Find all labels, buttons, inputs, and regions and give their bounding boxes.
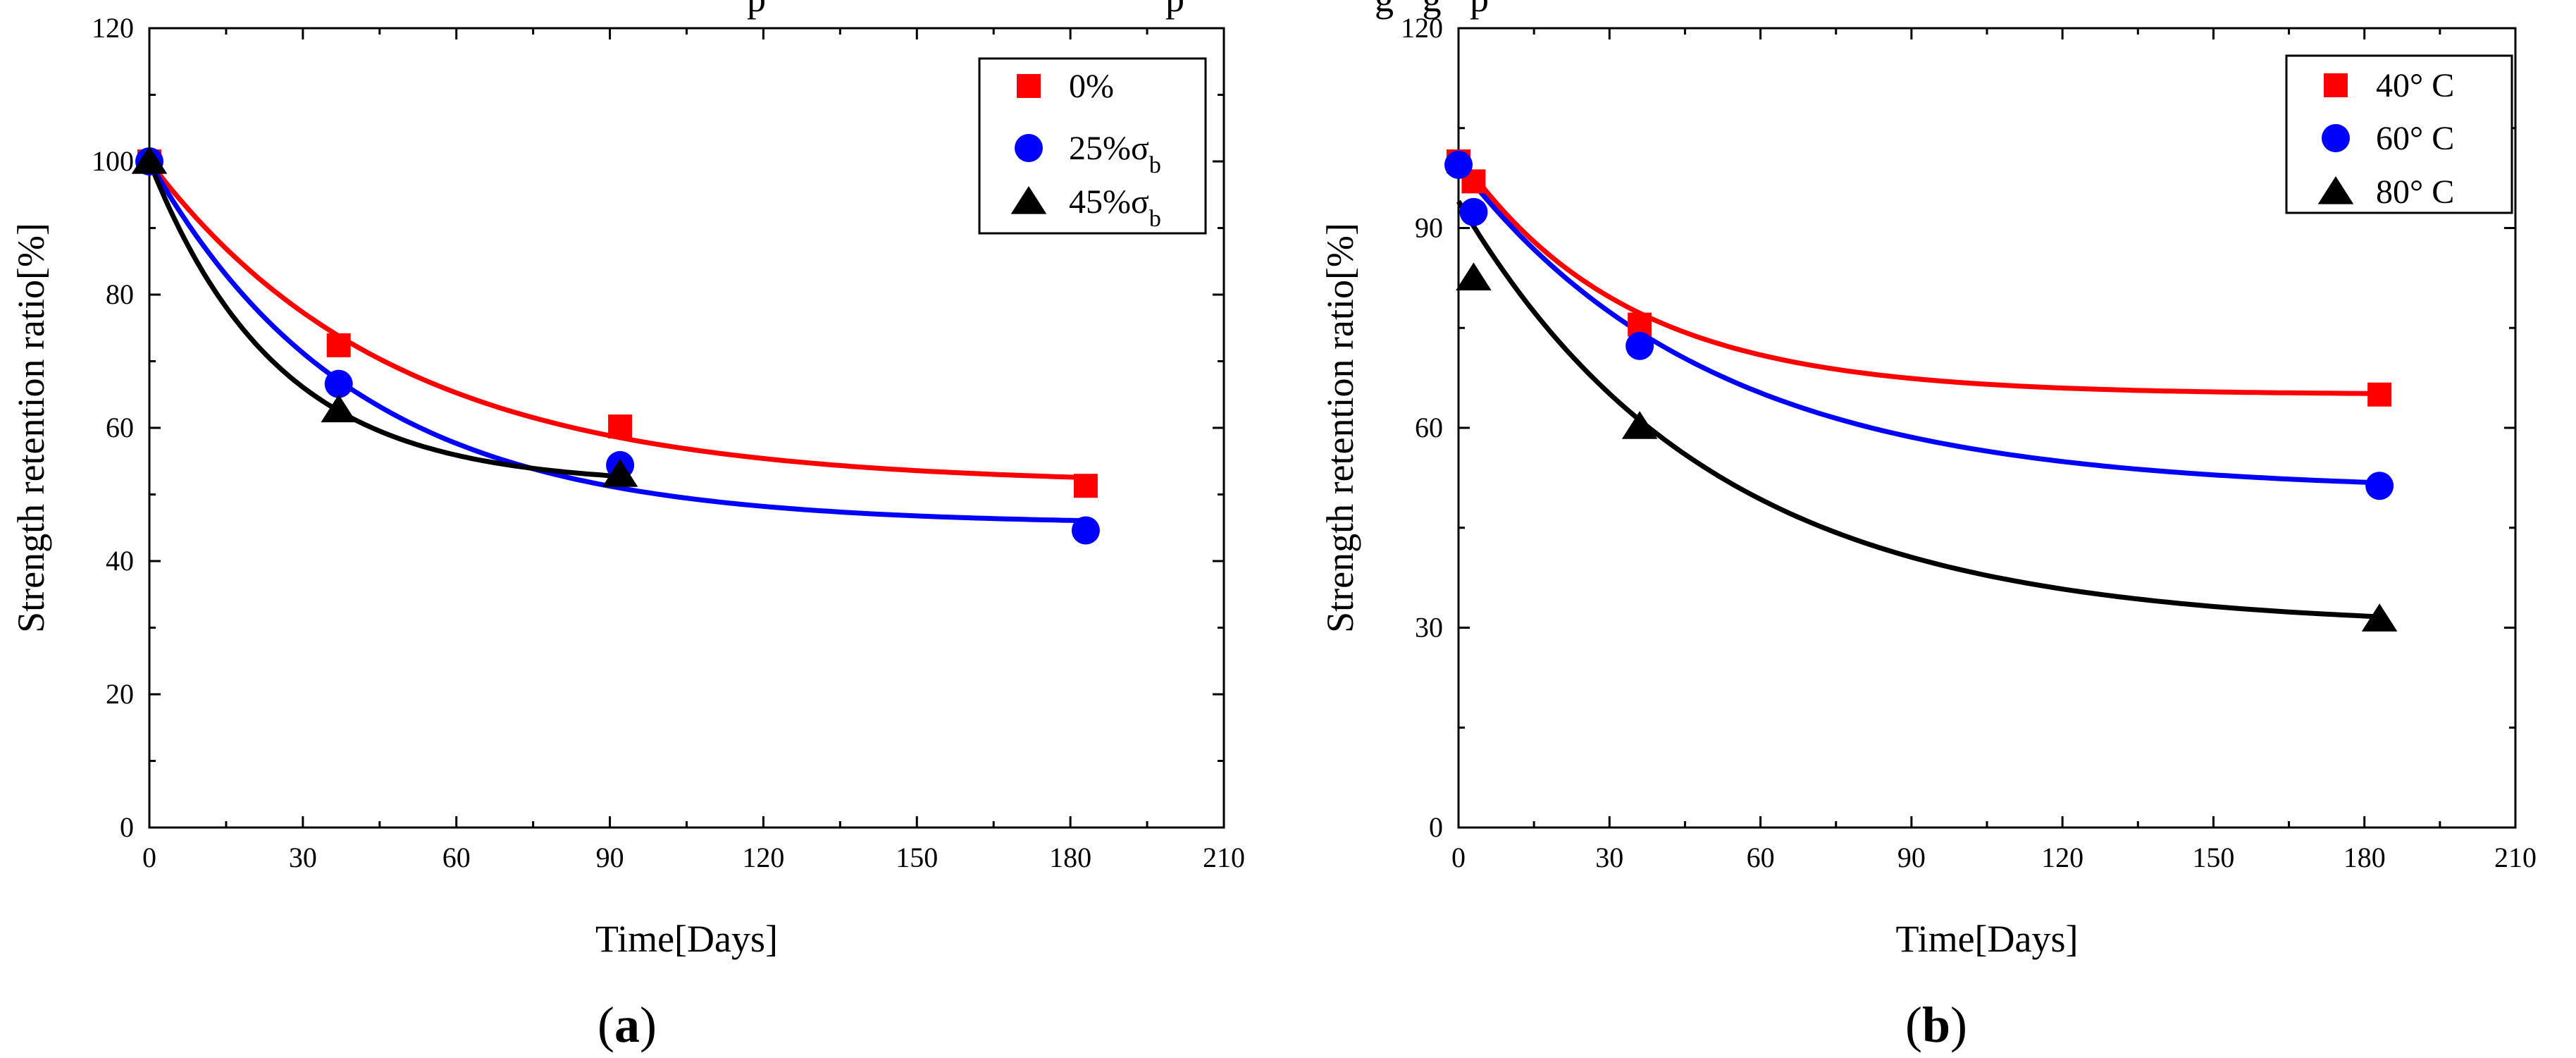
panel-label-b: (b) [1905,997,1967,1053]
x-tick-label: 120 [742,842,784,873]
panel-label-a: (a) [597,997,657,1053]
x-tick-label: 60 [442,842,471,873]
y-axis-title: Strength retention ratio[%] [10,223,52,633]
y-tick-label: 120 [1401,12,1443,44]
data-point-triangle [321,394,357,423]
legend-label: 80° C [2376,173,2454,211]
data-point-triangle [1621,411,1658,439]
chart-a: 0 30 60 90 120 150 180 210 0 20 40 60 80 100 120 Time[D… [10,12,1245,960]
y-tick-label: 40 [106,545,134,577]
data-point-circle [1071,516,1100,545]
x-tick-label: 60 [1747,842,1775,873]
chart-b: 0 30 60 90 120 150 180 210 0 30 60 90 120 Time[Days] S… [1319,12,2537,960]
data-point-square [326,333,351,357]
y-tick-label: 0 [1429,811,1443,843]
fit-curve-square [1456,153,2380,396]
legend-label: 40° C [2376,67,2454,104]
data-point-circle [1444,150,1473,179]
y-tick-label: 120 [92,12,134,44]
legend-label: 60° C [2376,120,2454,157]
data-point-circle [2365,472,2394,500]
x-axis-title: Time[Days] [595,918,778,960]
x-tick-label: 90 [596,842,624,873]
y-tick-label: 60 [106,412,134,443]
x-tick-label: 210 [1203,842,1245,873]
legend-label: 0% [1069,68,1114,105]
x-tick-label: 90 [1897,842,1926,873]
legend-marker [2317,176,2354,204]
cropped-caption-text: p p g g p [747,0,1489,20]
data-point-square [608,414,633,439]
legend-marker [1010,186,1047,214]
x-tick-label: 30 [1595,842,1623,873]
data-point-triangle [131,146,168,174]
x-tick-label: 0 [1451,842,1466,873]
y-tick-label: 80 [106,278,134,310]
data-point-square [1073,474,1098,498]
data-point-circle [1626,331,1654,360]
y-tick-label: 90 [1415,212,1443,244]
data-point-square [2367,382,2392,407]
y-axis-title: Strength retention ratio[%] [1319,223,1361,633]
legend-marker [1017,74,1041,98]
y-tick-label: 30 [1415,612,1443,644]
legend-label: 25%σb [1069,130,1161,178]
y-tick-label: 60 [1415,412,1443,443]
fit-curve-circle [1456,163,2380,486]
fit-curve-triangle [1456,199,2380,620]
x-tick-label: 210 [2494,842,2537,873]
y-tick-label: 0 [120,811,134,843]
legend: 40° C 60° C 80° C [2285,54,2513,214]
fit-curve-triangle [147,160,621,479]
x-tick-label: 180 [1049,842,1091,873]
x-tick-label: 0 [142,842,156,873]
y-tick-label: 20 [106,678,134,710]
data-point-circle [1459,197,1488,226]
data-point-circle [324,369,353,398]
legend-marker [1015,134,1043,162]
x-tick-label: 150 [2192,842,2234,873]
legend-label: 45%σb [1069,183,1161,232]
y-tick-label: 100 [92,145,134,177]
legend: 0% 25%σb 45%σb [978,57,1207,235]
x-tick-label: 30 [289,842,317,873]
x-tick-label: 120 [2041,842,2083,873]
data-point-triangle [1456,262,1492,290]
fit-curve-circle [147,160,1086,524]
legend-marker [2322,124,2350,152]
legend-marker [2324,73,2348,97]
data-point-triangle [2361,603,2398,632]
x-tick-label: 150 [896,842,938,873]
x-axis-title: Time[Days] [1895,918,2078,960]
data-point-triangle [602,459,638,487]
x-tick-label: 180 [2343,842,2386,873]
